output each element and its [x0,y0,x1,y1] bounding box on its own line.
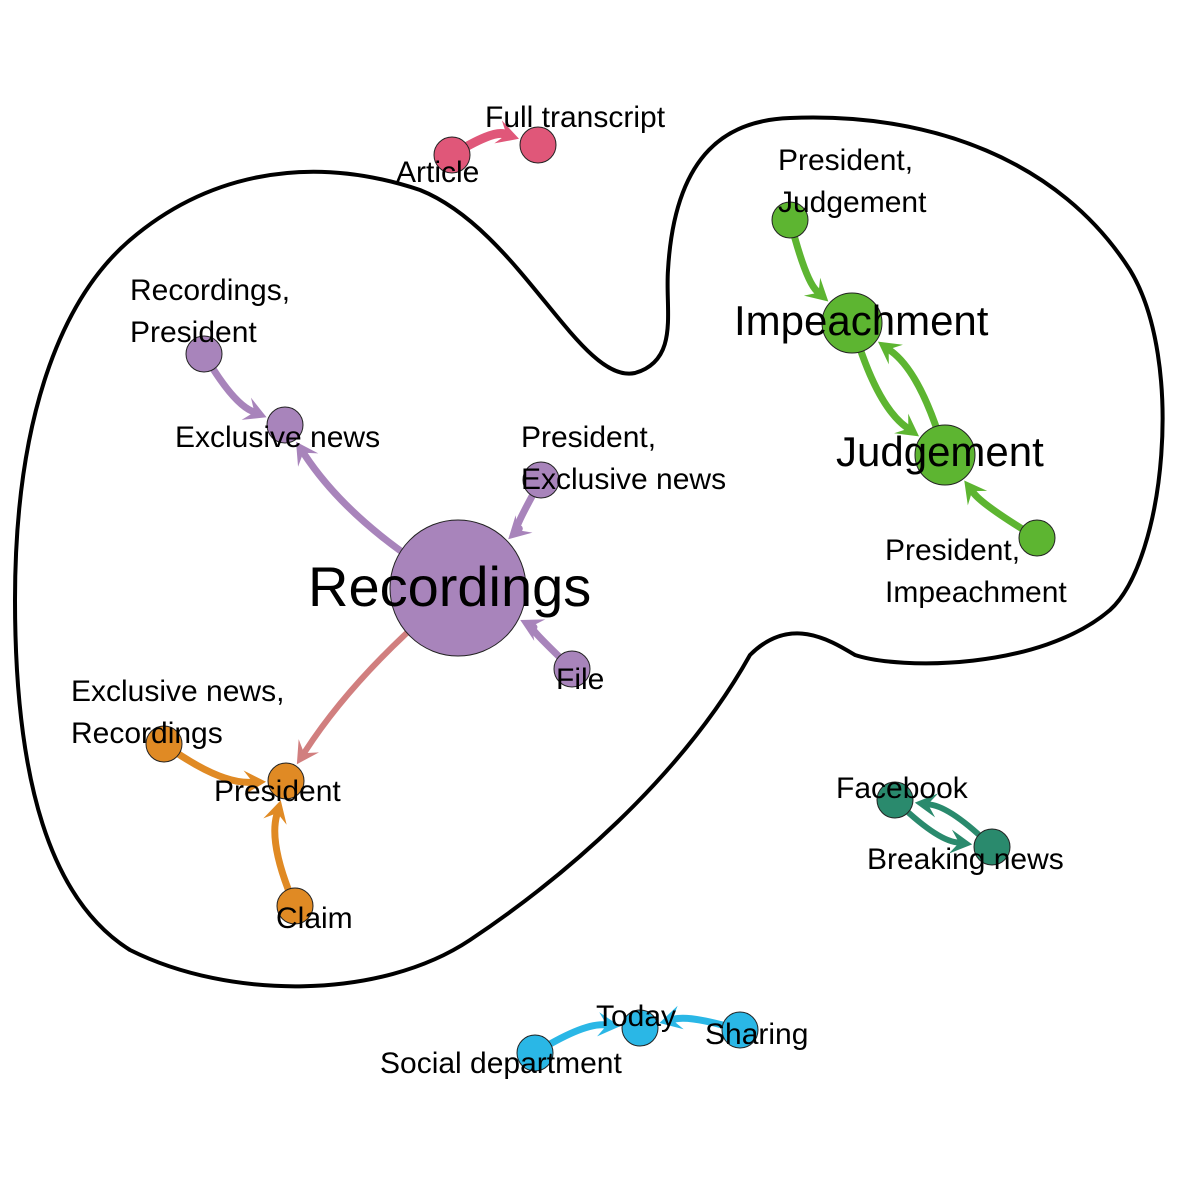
node-social-department [516,1034,554,1072]
label-rec-president: Recordings, President [130,274,290,349]
node-sharing [721,1011,759,1049]
label-pres-judgement: President, Judgement [778,144,927,219]
node-facebook [876,781,914,819]
node-judgement [914,424,976,486]
label-file: File [556,663,604,696]
node-claim [276,887,314,925]
node-exclusive-news [266,406,304,444]
label-social-department: Social department [380,1047,622,1080]
label-breaking-news: Breaking news [867,843,1064,876]
node-impeachment [821,292,883,354]
node-rec-president [185,335,223,373]
cluster-outline [12,115,1165,989]
node-today [621,1009,659,1047]
label-pres-impeachment: President, Impeachment [885,534,1067,609]
node-file [553,650,591,688]
node-article [433,136,471,174]
nodes [145,126,1056,1072]
node-recordings [389,519,527,657]
label-exclusive-news: Exclusive news [175,421,380,454]
label-pres-exclusive: President, Exclusive news [521,421,726,496]
node-full-transcript [519,126,557,164]
label-facebook: Facebook [836,772,969,805]
label-judgement: Judgement [836,428,1044,475]
label-president: President [214,775,341,808]
node-breaking-news [973,828,1011,866]
label-claim: Claim [276,902,353,935]
label-recordings: Recordings [308,555,591,618]
label-impeachment: Impeachment [734,297,989,344]
node-excl-recordings [145,725,183,763]
label-excl-recordings: Exclusive news, Recordings [71,675,284,750]
node-pres-exclusive [522,461,560,499]
label-article: Article [396,156,479,189]
label-full-transcript: Full transcript [485,101,666,134]
label-today: Today [596,1000,676,1033]
label-sharing: Sharing [705,1018,808,1051]
node-president [267,762,305,800]
node-pres-impeachment [1018,519,1056,557]
node-pres-judgement [771,201,809,239]
